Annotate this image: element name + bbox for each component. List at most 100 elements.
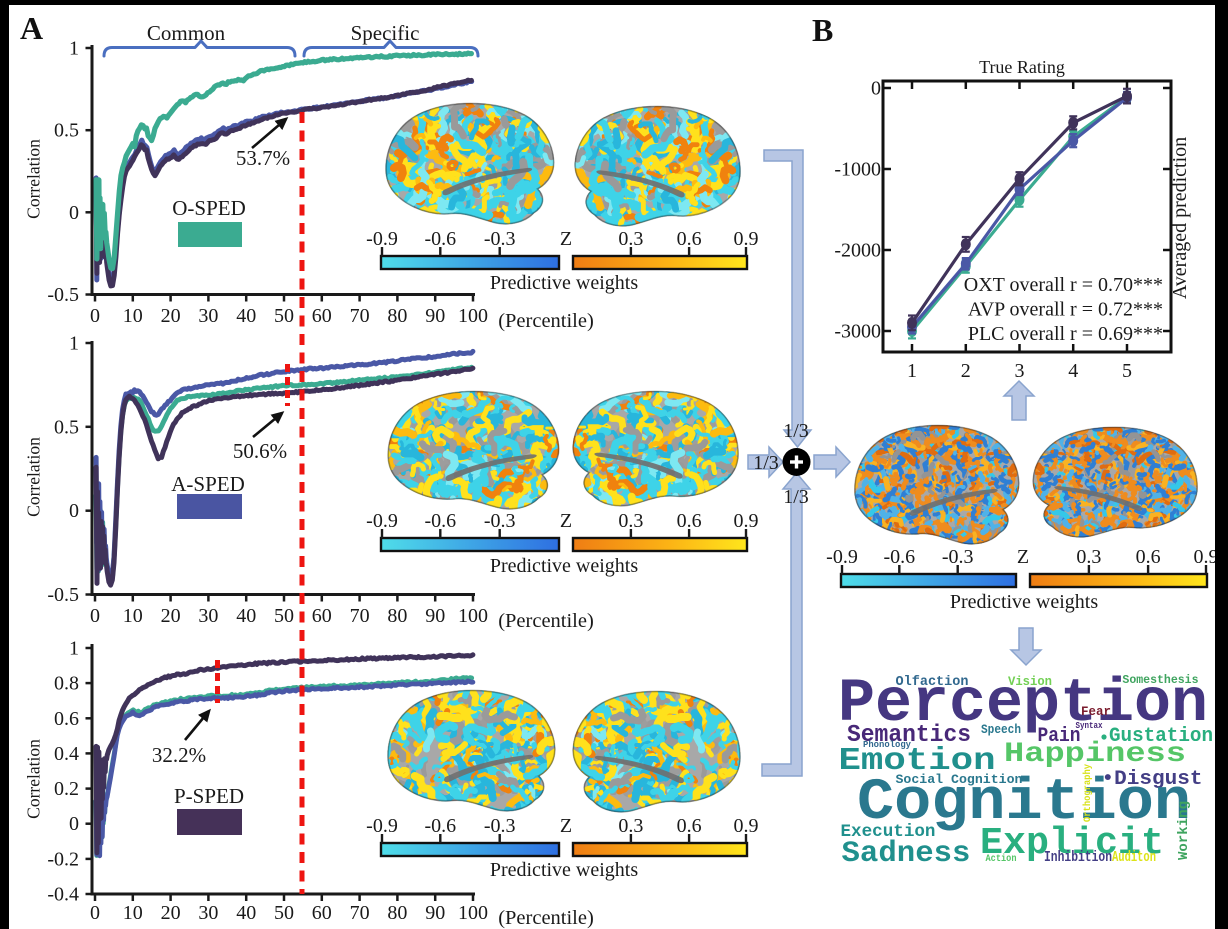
svg-text:Predictive weights: Predictive weights (950, 591, 1099, 613)
svg-text:0.3: 0.3 (618, 510, 643, 532)
svg-text:10: 10 (123, 305, 143, 327)
svg-text:0.3: 0.3 (618, 815, 643, 837)
svg-text:(Percentile): (Percentile) (498, 310, 594, 332)
svg-text:70: 70 (350, 605, 370, 627)
svg-text:Happiness: Happiness (1004, 739, 1186, 770)
svg-text:0: 0 (90, 902, 100, 924)
svg-text:0.3: 0.3 (618, 228, 643, 250)
svg-text:0.5: 0.5 (54, 120, 79, 142)
svg-text:60: 60 (312, 605, 332, 627)
svg-text:Z: Z (1017, 546, 1029, 568)
svg-text:Olfaction: Olfaction (896, 674, 969, 690)
svg-text:Speech: Speech (981, 723, 1021, 737)
svg-text:0.6: 0.6 (677, 815, 702, 837)
svg-text:0.2: 0.2 (54, 778, 79, 800)
svg-text:0.8: 0.8 (54, 673, 79, 695)
svg-text:Emotion: Emotion (839, 744, 996, 779)
svg-text:0.9: 0.9 (734, 815, 759, 837)
svg-text:100: 100 (458, 902, 488, 924)
svg-text:0: 0 (90, 305, 100, 327)
svg-text:-0.3: -0.3 (942, 546, 974, 568)
svg-text:-0.9: -0.9 (366, 510, 398, 532)
svg-text:Predictive weights: Predictive weights (490, 859, 639, 881)
svg-text:Orthography: Orthography (1082, 763, 1094, 822)
svg-text:-0.9: -0.9 (366, 228, 398, 250)
svg-text:Working: Working (1176, 801, 1192, 860)
svg-text:40: 40 (236, 902, 256, 924)
svg-text:0: 0 (69, 202, 79, 224)
svg-text:Pain: Pain (1038, 725, 1081, 748)
svg-text:Social Cognition: Social Cognition (896, 772, 1023, 787)
svg-text:0.9: 0.9 (1194, 546, 1219, 568)
svg-text:0: 0 (69, 500, 79, 522)
svg-text:40: 40 (236, 605, 256, 627)
svg-text:-0.9: -0.9 (366, 815, 398, 837)
svg-text:-0.6: -0.6 (424, 510, 456, 532)
svg-text:-2000: -2000 (834, 240, 881, 262)
svg-text:-0.6: -0.6 (424, 815, 456, 837)
svg-text:10: 10 (123, 605, 143, 627)
svg-text:-0.6: -0.6 (424, 228, 456, 250)
svg-text:Correlation: Correlation (24, 739, 44, 819)
svg-text:0.9: 0.9 (734, 228, 759, 250)
svg-text:0.4: 0.4 (54, 743, 79, 765)
svg-text:OXT overall r = 0.70***: OXT overall r = 0.70*** (964, 274, 1163, 296)
svg-text:Semantics: Semantics (847, 722, 971, 749)
svg-text:1: 1 (69, 638, 79, 660)
svg-text:100: 100 (458, 605, 488, 627)
svg-text:O-SPED: O-SPED (172, 196, 246, 220)
svg-text:20: 20 (161, 305, 181, 327)
svg-text:Fear: Fear (1081, 704, 1111, 719)
svg-text:20: 20 (161, 605, 181, 627)
svg-text:80: 80 (387, 305, 407, 327)
svg-text:Perception: Perception (838, 670, 1208, 739)
svg-text:40: 40 (236, 305, 256, 327)
svg-text:50: 50 (274, 305, 294, 327)
svg-text:0.5: 0.5 (54, 416, 79, 438)
svg-text:0.6: 0.6 (677, 510, 702, 532)
svg-text:50.6%: 50.6% (233, 439, 287, 463)
svg-text:Specific: Specific (351, 21, 420, 45)
svg-text:Cognition: Cognition (857, 771, 1191, 836)
svg-text:1/3: 1/3 (753, 452, 779, 474)
svg-text:Action: Action (986, 853, 1017, 865)
svg-text:True Rating: True Rating (979, 57, 1065, 77)
svg-text:1/3: 1/3 (783, 420, 809, 442)
svg-text:50: 50 (274, 902, 294, 924)
svg-text:A-SPED: A-SPED (171, 472, 245, 496)
svg-text:-0.9: -0.9 (826, 546, 858, 568)
svg-text:0.6: 0.6 (677, 228, 702, 250)
svg-text:60: 60 (312, 902, 332, 924)
svg-text:90: 90 (425, 305, 445, 327)
svg-text:Sadness: Sadness (842, 837, 971, 871)
svg-text:Auditon: Auditon (1112, 850, 1156, 866)
svg-text:60: 60 (312, 305, 332, 327)
svg-text:Correlation: Correlation (24, 139, 44, 219)
svg-text:•Somesthesis: •Somesthesis (1116, 673, 1199, 687)
svg-text:32.2%: 32.2% (152, 743, 206, 767)
svg-text:Explicit: Explicit (980, 822, 1164, 865)
svg-text:PLC overall r = 0.69***: PLC overall r = 0.69*** (968, 323, 1163, 345)
svg-text:1: 1 (69, 38, 79, 60)
svg-text:Z: Z (560, 510, 572, 532)
svg-text:0.3: 0.3 (1076, 546, 1101, 568)
svg-text:-0.3: -0.3 (484, 815, 516, 837)
svg-text:1/3: 1/3 (783, 486, 809, 508)
svg-text:70: 70 (350, 305, 370, 327)
svg-text:3: 3 (1015, 360, 1025, 382)
svg-text:30: 30 (198, 305, 218, 327)
svg-text:Phonology: Phonology (863, 740, 912, 750)
svg-text:-0.4: -0.4 (47, 884, 79, 906)
svg-text:90: 90 (425, 902, 445, 924)
svg-text:-0.5: -0.5 (47, 584, 79, 606)
svg-text:0: 0 (871, 78, 881, 100)
svg-text:-0.3: -0.3 (484, 228, 516, 250)
svg-text:Vision: Vision (1008, 675, 1052, 689)
svg-text:P-SPED: P-SPED (174, 784, 244, 808)
svg-text:1: 1 (69, 333, 79, 355)
svg-text:0.9: 0.9 (734, 510, 759, 532)
svg-text:50: 50 (274, 605, 294, 627)
svg-text:A: A (20, 10, 43, 46)
svg-text:0.6: 0.6 (54, 708, 79, 730)
svg-text:0: 0 (69, 813, 79, 835)
